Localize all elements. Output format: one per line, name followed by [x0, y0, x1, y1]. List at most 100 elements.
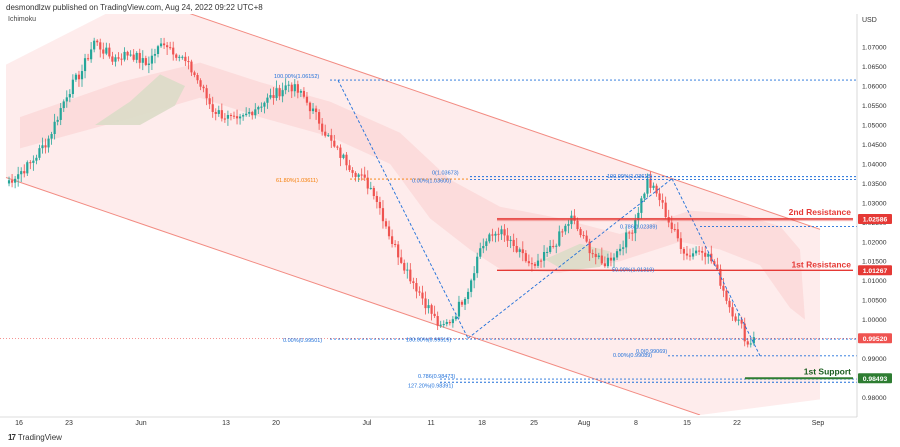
candle-body	[746, 341, 749, 345]
candle-body	[324, 131, 327, 136]
resistance-2-label: 2nd Resistance	[789, 207, 852, 217]
candle-body	[722, 285, 725, 291]
candle-body	[500, 229, 503, 235]
candle-body	[333, 140, 336, 147]
candle-body	[433, 313, 436, 317]
candle-body	[542, 251, 546, 261]
candle-body	[673, 229, 676, 231]
candle-body	[59, 108, 62, 120]
candle-body	[235, 116, 239, 119]
candle-body	[579, 229, 582, 236]
candle-body	[400, 257, 403, 263]
candle-body	[275, 88, 278, 98]
x-tick-label: 16	[15, 420, 23, 427]
tradingview-brand[interactable]: 17 TradingView	[8, 433, 62, 442]
fib-label: 0.786(1.02389)	[620, 225, 657, 231]
fib-swing-line-3[interactable]	[671, 178, 761, 357]
candle-body	[570, 215, 573, 225]
candle-body	[390, 236, 394, 244]
candle-body	[688, 255, 692, 257]
channel-lower-line[interactable]	[5, 177, 701, 415]
x-tick-label: 18	[478, 420, 486, 427]
candle-body	[634, 219, 637, 234]
price-tag-current-box	[858, 333, 892, 344]
candle-body	[567, 224, 570, 226]
candle-body	[442, 324, 445, 326]
y-tick-label: 1.06500	[862, 64, 887, 71]
candle-body	[14, 178, 17, 183]
candle-body	[427, 305, 430, 309]
candle-body	[698, 250, 701, 252]
candle-body	[178, 56, 181, 58]
candle-body	[734, 316, 737, 321]
candle-body	[439, 324, 442, 326]
candle-body	[591, 253, 594, 255]
candle-body	[126, 51, 129, 56]
candle-body	[521, 249, 524, 254]
candle-body	[397, 244, 400, 258]
x-tick-label: 13	[222, 420, 230, 427]
candle-body	[208, 98, 211, 105]
candle-body	[609, 257, 613, 261]
candle-body	[263, 102, 266, 107]
candle-body	[409, 269, 412, 282]
candle-body	[536, 260, 540, 266]
candle-body	[71, 79, 74, 95]
ichimoku-cloud-bullish-2	[545, 243, 610, 271]
candle-body	[415, 283, 418, 292]
indicator-label[interactable]: Ichimoku	[8, 16, 37, 23]
resistance-1-label: 1st Resistance	[791, 259, 851, 269]
x-tick-label: 15	[683, 420, 691, 427]
candle-body	[682, 249, 686, 254]
candle-body	[661, 200, 664, 203]
candle-body	[643, 193, 646, 199]
candle-body	[743, 323, 746, 342]
publish-info: desmondlzw published on TradingView.com,…	[6, 3, 263, 12]
candle-body	[430, 305, 433, 314]
candle-body	[327, 135, 330, 137]
fib-label: 127.20%(0.98391)	[408, 383, 453, 389]
candle-body	[694, 250, 698, 254]
candle-body	[640, 198, 643, 213]
fib-label: 100.00%(0.99519)	[406, 337, 451, 343]
candle-body	[691, 253, 695, 257]
candle-body	[202, 86, 205, 89]
candle-body	[111, 56, 114, 62]
y-tick-label: 1.05000	[862, 122, 887, 129]
candle-body	[655, 185, 658, 194]
candle-body	[479, 248, 482, 257]
candle-body	[190, 61, 193, 73]
candle-body	[628, 232, 631, 234]
candle-body	[737, 319, 740, 321]
candle-body	[564, 225, 567, 232]
y-tick-label: 1.04000	[862, 161, 887, 168]
candle-body	[296, 84, 299, 93]
candle-body	[357, 174, 360, 177]
candle-body	[704, 252, 707, 257]
channel-upper-line[interactable]	[140, 0, 821, 230]
y-tick-label: 1.00000	[862, 317, 887, 324]
x-tick-label: 11	[427, 420, 434, 427]
candle-body	[482, 246, 485, 249]
candle-body	[585, 235, 588, 242]
candle-body	[725, 290, 728, 301]
candle-body	[649, 178, 652, 188]
currency-label: USD	[862, 17, 877, 24]
candle-body	[223, 118, 226, 120]
candle-body	[457, 301, 461, 317]
candle-body	[485, 241, 488, 247]
candle-body	[150, 55, 154, 64]
candle-body	[77, 74, 81, 80]
candle-body	[600, 255, 603, 264]
fib-swing-line-2[interactable]	[467, 178, 673, 339]
price-tag-support-1-text: 0.98493	[863, 376, 888, 383]
fib-swing-line-1[interactable]	[337, 79, 469, 339]
candle-body	[491, 234, 494, 236]
price-tag-current-text: 0.99520	[863, 336, 888, 343]
candle-body	[679, 238, 682, 250]
candle-body	[272, 95, 275, 98]
candle-body	[311, 108, 315, 112]
candle-body	[652, 185, 655, 188]
